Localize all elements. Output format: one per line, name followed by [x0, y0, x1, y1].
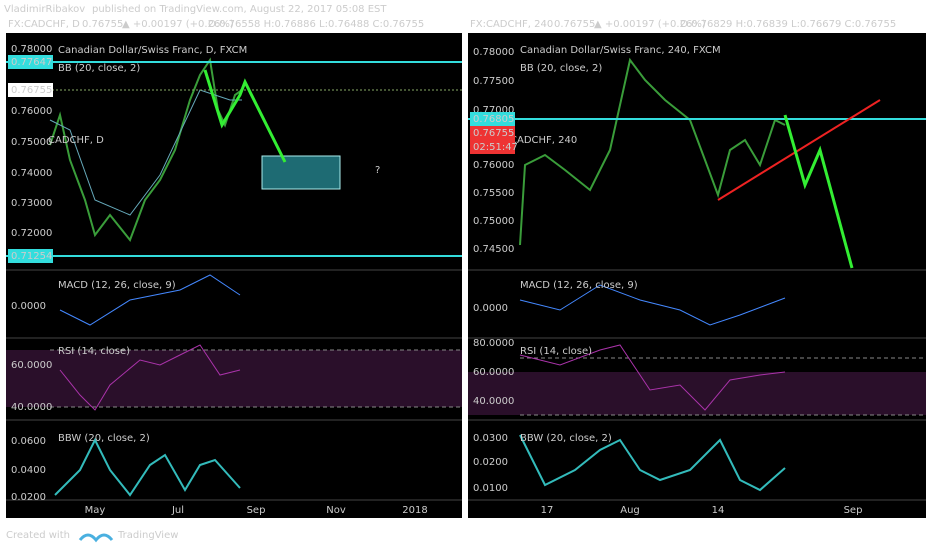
price: 0.76755 — [554, 19, 595, 30]
axis-label: 0.71254 — [11, 251, 52, 262]
x-label: 2018 — [402, 505, 427, 516]
right-chart-bg — [468, 33, 926, 518]
arrow — [783, 114, 854, 269]
watermark: CADCHF, 240 — [510, 135, 577, 146]
axis-label: 0.0200 — [473, 457, 508, 468]
x-label: Jul — [171, 505, 184, 516]
x-label: 17 — [541, 505, 554, 516]
left-chart-bg — [6, 33, 462, 518]
axis-label: 40.0000 — [473, 396, 514, 407]
axis-label: 0.77647 — [11, 57, 52, 68]
x-label: Nov — [326, 505, 346, 516]
x-label: 14 — [712, 505, 725, 516]
axis-label: 0.0400 — [11, 465, 46, 476]
symbol: FX:CADCHF, D — [8, 19, 80, 30]
pane-separators — [6, 269, 926, 501]
indicator-label: BB (20, close, 2) — [520, 63, 602, 74]
bbw-line — [54, 437, 241, 497]
x-label: May — [85, 505, 106, 516]
target-box — [261, 155, 341, 190]
x-label: Sep — [844, 505, 863, 516]
axis-label: 0.76755 — [473, 128, 514, 139]
change: ▲ +0.00197 (+0.26%) — [122, 19, 234, 30]
price-tag — [470, 112, 515, 126]
axis-label: 40.0000 — [11, 402, 52, 413]
symbol: FX:CADCHF, 240 — [470, 19, 553, 30]
price-tag — [470, 126, 515, 140]
indicator-label: RSI (14, close) — [58, 346, 130, 357]
price-tag — [8, 83, 53, 97]
footer-brand: TradingView — [117, 530, 178, 541]
x-label: Aug — [620, 505, 640, 516]
indicator-label: BB (20, close, 2) — [58, 63, 140, 74]
macd-line — [59, 274, 241, 326]
axis-label: 0.0000 — [473, 303, 508, 314]
axis-label: 0.77000 — [473, 105, 514, 116]
indicator-label: RSI (14, close) — [520, 346, 592, 357]
axis-label: 0.75500 — [473, 188, 514, 199]
bb-upper — [49, 89, 242, 216]
axis-label: 0.0100 — [473, 483, 508, 494]
price-tag — [8, 249, 53, 263]
ohlc: O:0.76558 H:0.76886 L:0.76488 C:0.76755 — [208, 19, 424, 30]
chart-title: Canadian Dollar/Swiss Franc, 240, FXCM — [520, 45, 721, 56]
change: ▲ +0.00197 (+0.26%) — [594, 19, 706, 30]
published: published on TradingView.com, August 22,… — [92, 4, 387, 15]
axis-label: 0.76000 — [11, 106, 52, 117]
axis-label: 80.0000 — [473, 338, 514, 349]
axis-label: 0.74500 — [473, 244, 514, 255]
chart-title: Canadian Dollar/Swiss Franc, D, FXCM — [58, 45, 247, 56]
axis-label: 0.77500 — [473, 76, 514, 87]
footer-text: Created with — [6, 530, 70, 541]
axis-label: 0.76805 — [473, 114, 514, 125]
x-label: Sep — [247, 505, 266, 516]
axis-label: 0.0200 — [11, 492, 46, 503]
question-mark: ? — [375, 165, 380, 176]
axis-label: 0.76000 — [473, 160, 514, 171]
axis-label: 0.0000 — [11, 301, 46, 312]
trendline — [717, 99, 881, 201]
price-tag — [8, 55, 53, 69]
rsi-line — [59, 344, 241, 411]
indicator-label: MACD (12, 26, close, 9) — [58, 280, 176, 291]
axis-label: 0.0600 — [11, 436, 46, 447]
logo — [78, 533, 114, 543]
axis-label: 0.78000 — [473, 47, 514, 58]
axis-label: 0.73000 — [11, 198, 52, 209]
axis-label: 0.76755 — [11, 85, 52, 96]
indicator-label: BBW (20, close, 2) — [520, 433, 612, 444]
price: 0.76755 — [82, 19, 123, 30]
author: VladimirRibakov — [4, 4, 85, 15]
axis-label: 0.75000 — [473, 216, 514, 227]
bbw-line — [519, 434, 786, 492]
indicator-label: BBW (20, close, 2) — [58, 433, 150, 444]
price-tag — [470, 140, 515, 154]
watermark: CADCHF, D — [48, 135, 104, 146]
indicator-label: MACD (12, 26, close, 9) — [520, 280, 638, 291]
rsi-band — [6, 350, 462, 407]
axis-label: 0.74000 — [11, 168, 52, 179]
price-line — [519, 57, 786, 246]
rsi-band — [468, 372, 926, 415]
arrow — [203, 69, 287, 163]
axis-label: 0.72000 — [11, 228, 52, 239]
axis-label: 02:51:47 — [473, 142, 518, 153]
rsi-line — [519, 344, 786, 411]
axis-label: 0.75000 — [11, 137, 52, 148]
rsi-levels — [50, 349, 926, 416]
axis-label: 0.78000 — [11, 44, 52, 55]
axis-label: 60.0000 — [473, 367, 514, 378]
ohlc: O:0.76829 H:0.76839 L:0.76679 C:0.76755 — [680, 19, 896, 30]
axis-label: 60.0000 — [11, 360, 52, 371]
axis-label: 0.0300 — [473, 433, 508, 444]
macd-line — [519, 284, 786, 326]
